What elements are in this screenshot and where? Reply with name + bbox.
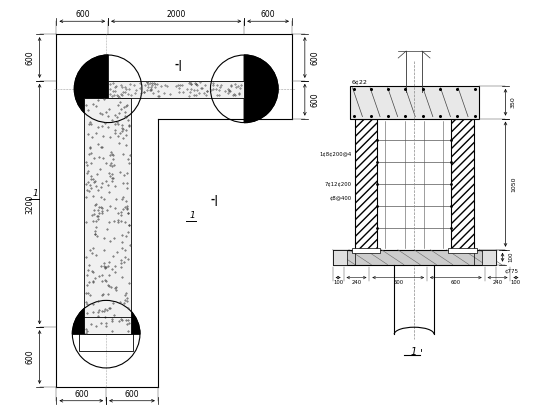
Wedge shape [244, 55, 278, 123]
Bar [108, 81, 244, 98]
Text: 1: 1 [32, 189, 39, 198]
Bar [451, 118, 474, 250]
Bar [333, 250, 496, 265]
Wedge shape [72, 300, 140, 334]
Text: 600: 600 [261, 10, 276, 19]
Bar [448, 248, 477, 253]
Text: 1¢8¢200@4: 1¢8¢200@4 [319, 151, 352, 156]
Bar [354, 118, 377, 250]
Text: 100: 100 [333, 280, 343, 284]
Text: ¢775: ¢775 [505, 268, 519, 273]
Text: 7¢12¢200: 7¢12¢200 [325, 181, 352, 186]
Text: 1: 1 [411, 347, 417, 357]
Bar [349, 86, 479, 118]
Text: 100: 100 [508, 252, 513, 262]
Text: 1050: 1050 [511, 176, 516, 192]
Text: 600: 600 [310, 92, 319, 107]
Text: 600: 600 [25, 350, 34, 364]
Text: 1: 1 [190, 211, 195, 220]
Text: 240: 240 [352, 280, 362, 284]
Bar [80, 317, 133, 351]
Text: ': ' [420, 348, 423, 358]
Text: 600: 600 [25, 50, 34, 65]
Bar [482, 250, 496, 265]
Text: 3200: 3200 [25, 194, 34, 214]
Text: -|: -| [175, 60, 183, 71]
Text: 600: 600 [125, 390, 139, 399]
Text: -|: -| [211, 194, 218, 205]
Bar [85, 98, 131, 334]
Wedge shape [74, 55, 108, 123]
Text: ¢8@400: ¢8@400 [329, 196, 352, 201]
Text: 600: 600 [74, 390, 88, 399]
Text: 240: 240 [492, 280, 503, 284]
Text: 600: 600 [310, 50, 319, 65]
Bar [333, 250, 347, 265]
Text: 600: 600 [451, 280, 461, 284]
Text: 600: 600 [393, 280, 403, 284]
Text: 6¢22: 6¢22 [352, 79, 367, 84]
Bar [352, 248, 380, 253]
Text: 350: 350 [511, 96, 516, 108]
Text: 600: 600 [75, 10, 90, 19]
Text: 2000: 2000 [166, 10, 186, 19]
Text: 100: 100 [511, 280, 521, 284]
